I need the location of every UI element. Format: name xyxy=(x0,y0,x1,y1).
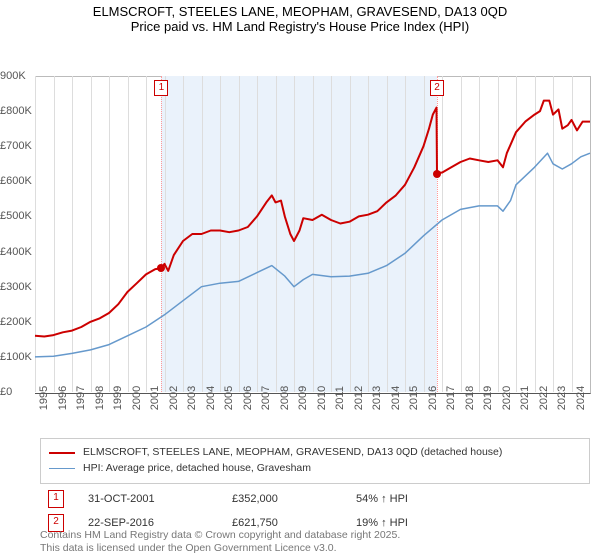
legend-item: HPI: Average price, detached house, Grav… xyxy=(49,461,581,477)
chart-titles: ELMSCROFT, STEELES LANE, MEOPHAM, GRAVES… xyxy=(0,0,600,34)
event-hpi: 54% ↑ HPI xyxy=(356,493,408,505)
legend-label: HPI: Average price, detached house, Grav… xyxy=(83,461,311,477)
event-date: 31-OCT-2001 xyxy=(88,493,208,505)
series-svg xyxy=(0,34,600,434)
legend-swatch-icon xyxy=(49,452,75,454)
event-number-icon: 1 xyxy=(48,490,64,508)
event-date: 22-SEP-2016 xyxy=(88,517,208,529)
title-line1: ELMSCROFT, STEELES LANE, MEOPHAM, GRAVES… xyxy=(0,4,600,19)
footer-line2: This data is licensed under the Open Gov… xyxy=(40,542,400,556)
footer-line1: Contains HM Land Registry data © Crown c… xyxy=(40,529,400,543)
event-price: £621,750 xyxy=(232,517,332,529)
footer: Contains HM Land Registry data © Crown c… xyxy=(40,529,400,556)
event-row: 1 31-OCT-2001 £352,000 54% ↑ HPI xyxy=(48,490,582,508)
legend-item: ELMSCROFT, STEELES LANE, MEOPHAM, GRAVES… xyxy=(49,445,581,461)
event-price: £352,000 xyxy=(232,493,332,505)
legend-swatch-icon xyxy=(49,468,75,469)
series-line xyxy=(35,153,590,357)
legend: ELMSCROFT, STEELES LANE, MEOPHAM, GRAVES… xyxy=(40,438,590,484)
series-line xyxy=(35,101,590,337)
title-line2: Price paid vs. HM Land Registry's House … xyxy=(0,19,600,34)
sale-point-icon xyxy=(433,170,441,178)
line-chart: 1995199619971998199920002001200220032004… xyxy=(0,34,600,434)
event-hpi: 19% ↑ HPI xyxy=(356,517,408,529)
sale-point-icon xyxy=(157,264,165,272)
legend-label: ELMSCROFT, STEELES LANE, MEOPHAM, GRAVES… xyxy=(83,445,502,461)
